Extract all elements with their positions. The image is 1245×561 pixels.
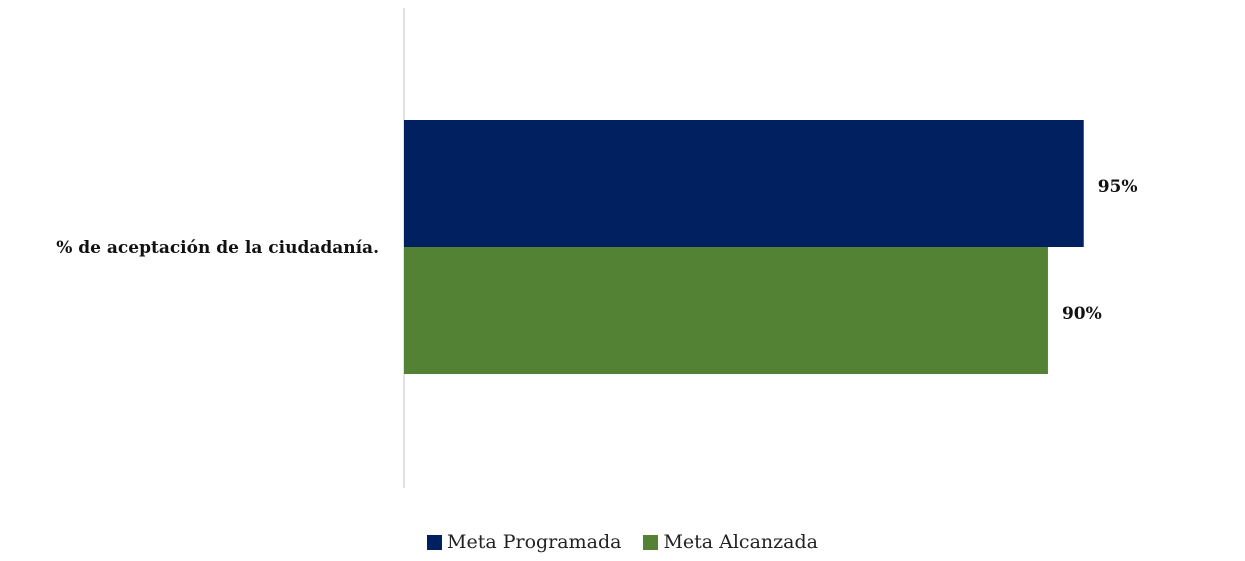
legend-item-meta-programada: Meta Programada (427, 531, 621, 553)
data-label-meta-programada: 95% (1098, 177, 1138, 197)
data-label-meta-alcanzada: 90% (1062, 304, 1102, 324)
legend-label-meta-alcanzada: Meta Alcanzada (663, 531, 818, 553)
legend-swatch-meta-alcanzada (643, 534, 659, 550)
bar-meta-programada (404, 120, 1084, 247)
legend: Meta Programada Meta Alcanzada (0, 531, 1245, 553)
legend-swatch-meta-programada (427, 534, 443, 550)
bar-meta-alcanzada (404, 247, 1048, 374)
category-label: % de aceptación de la ciudadanía. (56, 238, 379, 258)
legend-label-meta-programada: Meta Programada (447, 531, 622, 553)
legend-item-meta-alcanzada: Meta Alcanzada (643, 531, 818, 553)
bars-group: 95% 90% (404, 120, 1138, 374)
